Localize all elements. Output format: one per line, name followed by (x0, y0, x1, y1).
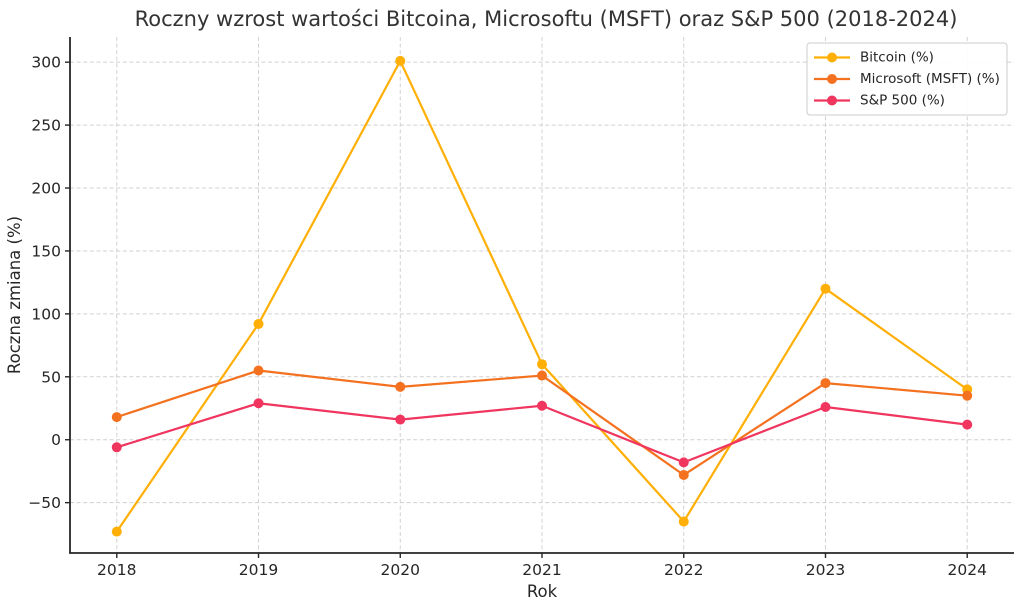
axes: −50 0 50 100 150 200 250 300 2018 2019 2020 2021 202… (28, 37, 1014, 579)
data-point-bitcoin-2022 (678, 516, 689, 527)
data-point-microsoft-msft-2022 (678, 469, 689, 480)
data-point-s-p-500-2020 (395, 414, 406, 425)
legend-label: S&P 500 (%) (860, 93, 945, 109)
data-point-bitcoin-2023 (820, 283, 831, 294)
x-tick-label: 2020 (381, 561, 420, 579)
x-tick-label: 2018 (97, 561, 136, 579)
data-point-microsoft-msft-2020 (395, 381, 406, 392)
data-point-s-p-500-2019 (253, 398, 264, 409)
data-point-s-p-500-2021 (537, 400, 547, 411)
y-tick-label: −50 (28, 494, 61, 512)
y-tick-label: 300 (31, 54, 61, 72)
legend-item-sp500: S&P 500 (%) (814, 93, 945, 109)
chart-title: Roczny wzrost wartości Bitcoina, Microso… (135, 7, 958, 31)
y-tick-label: 0 (51, 431, 61, 449)
data-point-s-p-500-2022 (678, 457, 689, 468)
legend-marker (827, 74, 837, 84)
legend-item-microsoft: Microsoft (MSFT) (%) (814, 71, 1000, 87)
x-axis-label: Rok (527, 582, 558, 601)
y-tick-label: 50 (41, 368, 61, 386)
data-point-microsoft-msft-2021 (537, 370, 547, 381)
legend-marker (827, 52, 837, 63)
legend-box (806, 42, 1008, 116)
legend-item-bitcoin: Bitcoin (%) (814, 50, 934, 66)
data-point-bitcoin-2021 (537, 359, 547, 370)
data-point-s-p-500-2023 (820, 402, 831, 413)
legend-label: Microsoft (MSFT) (%) (860, 71, 1000, 87)
x-tick-label: 2019 (239, 561, 278, 579)
data-point-microsoft-msft-2019 (253, 365, 264, 376)
x-tick-label: 2023 (806, 561, 845, 579)
data-point-microsoft-msft-2023 (820, 378, 831, 389)
data-point-s-p-500-2024 (962, 419, 973, 430)
legend-label: Bitcoin (%) (860, 50, 934, 66)
data-series (111, 55, 973, 537)
legend: Bitcoin (%) Microsoft (MSFT) (%) S&P 500… (806, 42, 1008, 116)
y-tick-label: 150 (31, 242, 61, 260)
data-point-bitcoin-2019 (253, 318, 264, 329)
x-tick-label: 2021 (522, 561, 561, 579)
data-point-bitcoin-2018 (111, 526, 122, 537)
data-point-s-p-500-2018 (111, 442, 122, 453)
data-point-microsoft-msft-2018 (111, 412, 122, 423)
x-tick-label: 2024 (947, 561, 986, 579)
y-tick-label: 100 (31, 305, 61, 323)
x-tick-label: 2022 (664, 561, 703, 579)
y-tick-label: 250 (31, 117, 61, 135)
legend-marker (827, 95, 837, 106)
y-tick-label: 200 (31, 180, 61, 198)
y-axis-label: Roczna zmiana (%) (5, 216, 24, 374)
data-point-microsoft-msft-2024 (962, 390, 973, 401)
data-point-bitcoin-2020 (395, 55, 406, 66)
